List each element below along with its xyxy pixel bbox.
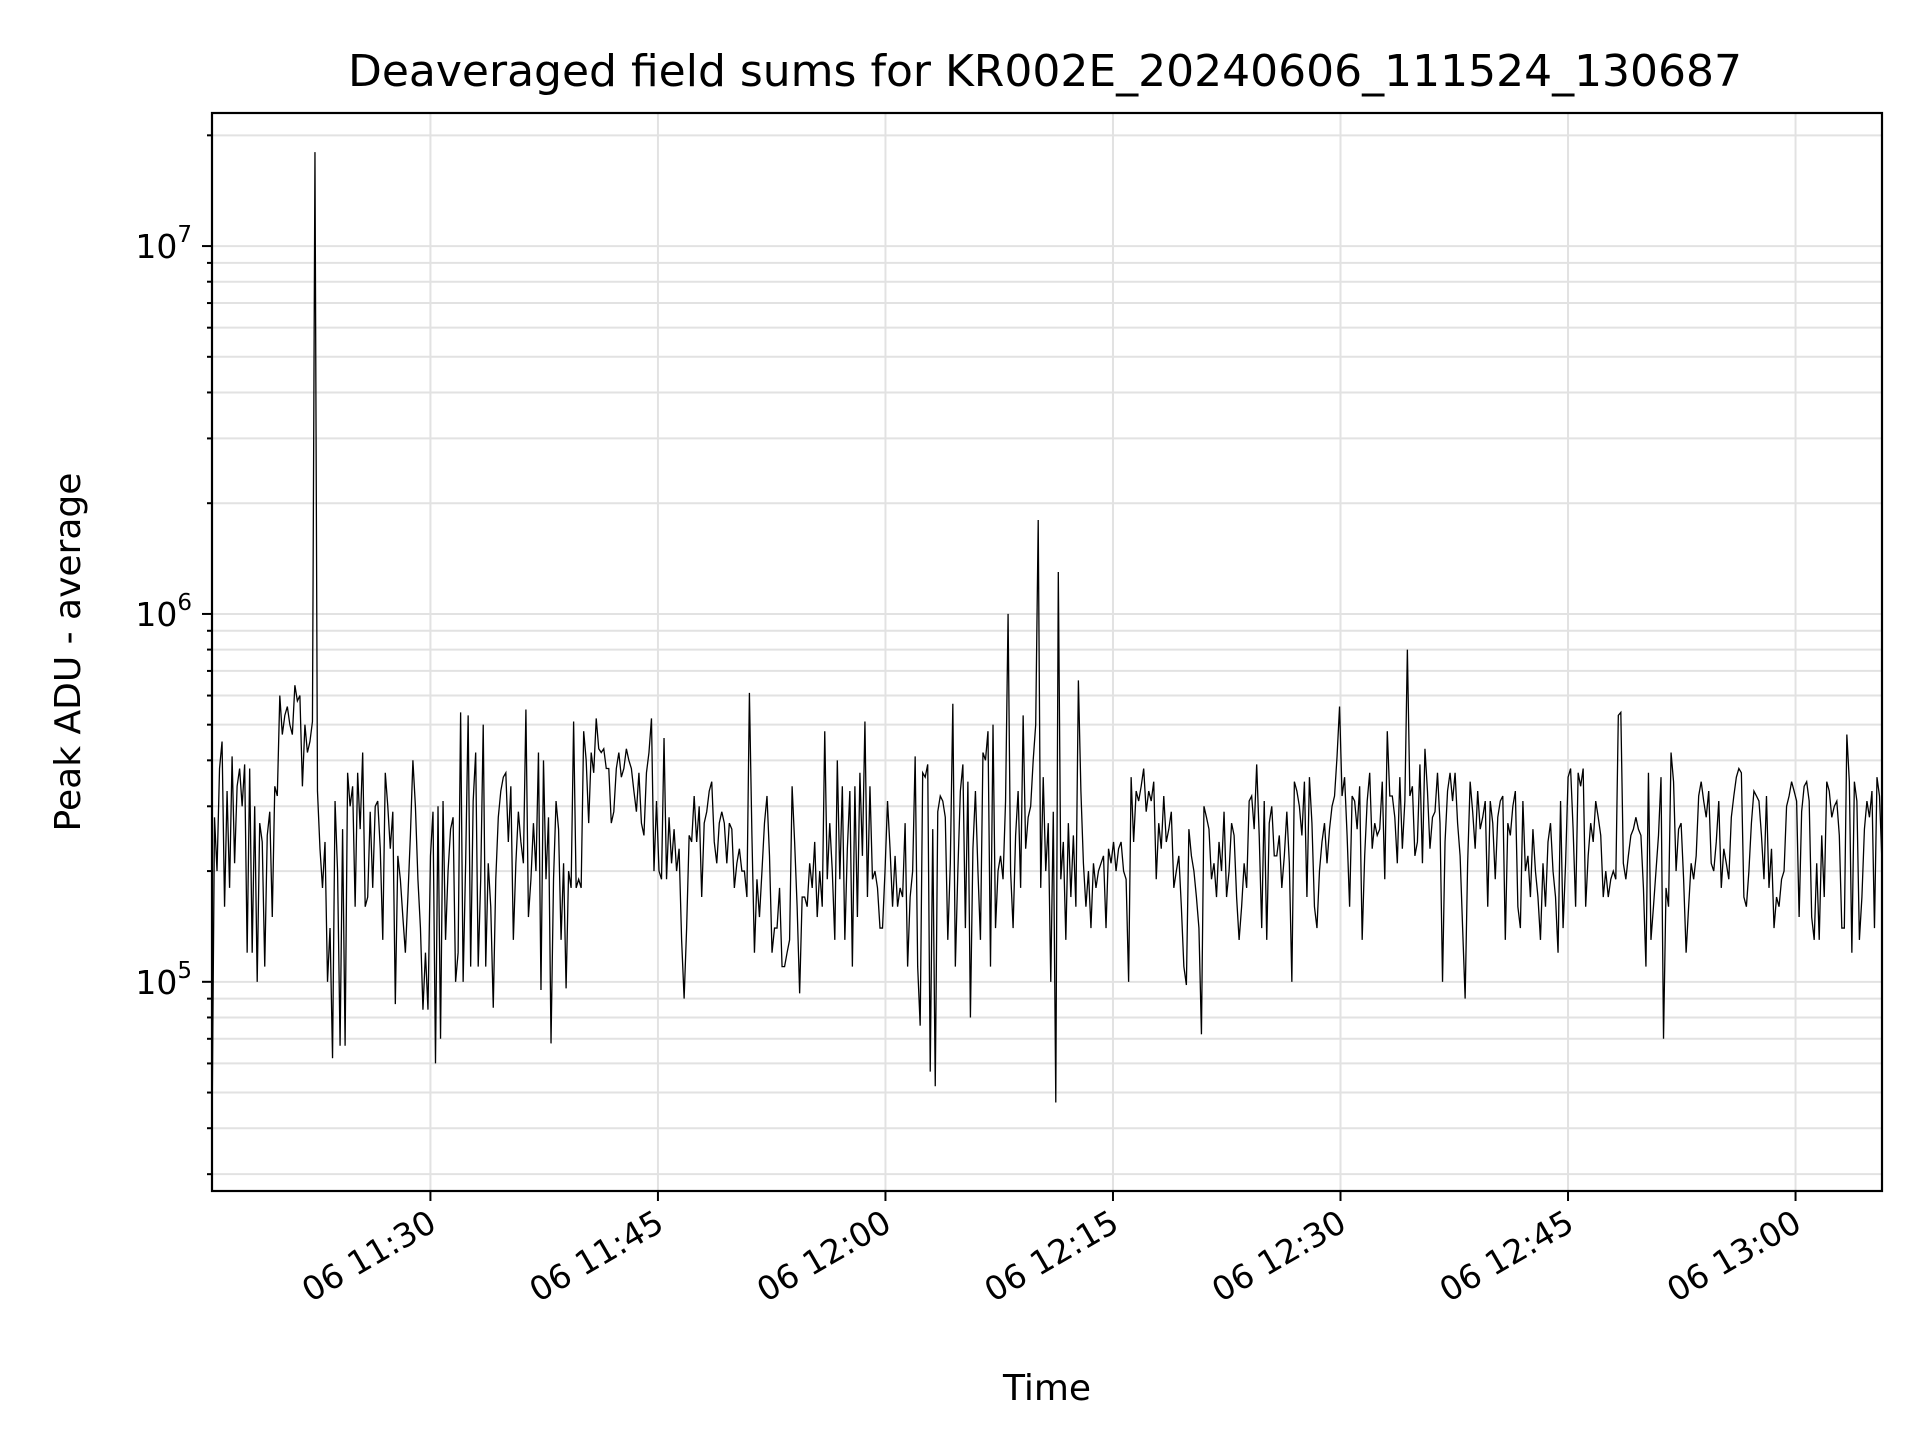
y-tick-exponent: 6 (177, 590, 192, 616)
y-tick-label: 106 (135, 590, 192, 634)
y-tick-label: 105 (135, 958, 192, 1002)
y-tick-exponent: 7 (177, 222, 192, 248)
y-axis-label: Peak ADU - average (48, 473, 89, 832)
plot-frame (210, 111, 1884, 1193)
y-tick-exponent: 5 (177, 958, 192, 984)
grid (212, 113, 1882, 1191)
y-tick-base: 10 (135, 963, 177, 1002)
y-tick-base: 10 (135, 595, 177, 634)
y-tick-base: 10 (135, 227, 177, 266)
chart-title: Deaveraged field sums for KR002E_2024060… (348, 46, 1742, 97)
series-line (211, 152, 1883, 1137)
x-axis-label: Time (1002, 1368, 1091, 1409)
series-layer (211, 152, 1883, 1137)
y-tick-label: 107 (135, 222, 192, 266)
